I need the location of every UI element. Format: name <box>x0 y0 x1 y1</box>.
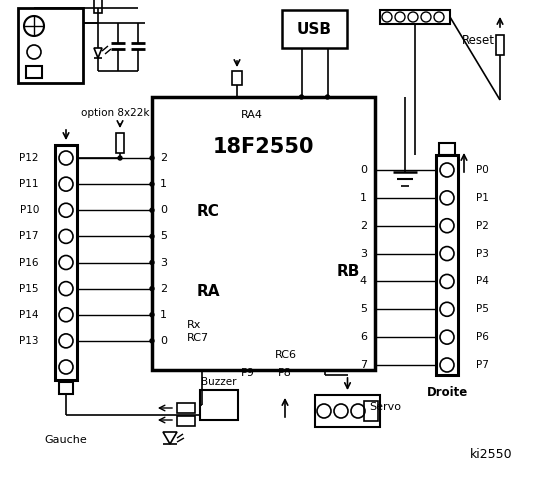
Text: Gauche: Gauche <box>45 435 87 445</box>
Text: 2: 2 <box>360 221 367 231</box>
Text: P12: P12 <box>19 153 39 163</box>
Text: 0: 0 <box>160 205 167 215</box>
Bar <box>177 416 195 426</box>
Text: 0: 0 <box>360 165 367 175</box>
Text: RC7: RC7 <box>187 333 209 343</box>
Text: P15: P15 <box>19 284 39 294</box>
Text: P10: P10 <box>19 205 39 215</box>
Circle shape <box>300 95 304 99</box>
Text: 3: 3 <box>360 249 367 259</box>
Text: 5: 5 <box>360 304 367 314</box>
Text: option 8x22k: option 8x22k <box>81 108 149 118</box>
Text: P7: P7 <box>476 360 489 370</box>
Text: 0: 0 <box>160 336 167 346</box>
Text: 2: 2 <box>160 284 167 294</box>
Bar <box>364 401 378 421</box>
Text: P11: P11 <box>19 179 39 189</box>
Text: ki2550: ki2550 <box>470 448 513 461</box>
Text: P5: P5 <box>476 304 489 314</box>
Text: Buzzer: Buzzer <box>201 377 237 387</box>
Text: 6: 6 <box>360 332 367 342</box>
Text: 7: 7 <box>360 360 367 370</box>
Bar <box>94 0 102 13</box>
Text: 4: 4 <box>360 276 367 287</box>
Circle shape <box>118 156 122 160</box>
Text: 2: 2 <box>160 153 167 163</box>
Text: Droite: Droite <box>426 386 468 399</box>
Bar <box>439 143 455 155</box>
Bar <box>152 97 375 370</box>
Text: P4: P4 <box>476 276 489 287</box>
Text: 3: 3 <box>160 257 167 267</box>
Bar <box>116 133 124 153</box>
Text: 5: 5 <box>160 231 167 241</box>
Bar <box>315 395 380 427</box>
Text: Servo: Servo <box>369 402 401 412</box>
Circle shape <box>150 261 154 264</box>
Text: P13: P13 <box>19 336 39 346</box>
Text: RA: RA <box>197 285 221 300</box>
Text: P3: P3 <box>476 249 489 259</box>
Text: Rx: Rx <box>187 320 201 330</box>
Bar <box>59 382 73 394</box>
Bar <box>26 66 42 78</box>
Bar <box>55 145 77 380</box>
Text: USB: USB <box>297 22 332 36</box>
Text: P16: P16 <box>19 257 39 267</box>
Text: 1: 1 <box>160 310 167 320</box>
Bar <box>436 155 458 375</box>
Text: RC6: RC6 <box>275 350 296 360</box>
Text: P9: P9 <box>241 368 255 378</box>
Text: RB: RB <box>337 264 361 279</box>
Bar <box>200 390 238 420</box>
Text: Reset: Reset <box>462 34 495 47</box>
Text: P6: P6 <box>476 332 489 342</box>
Text: P2: P2 <box>476 221 489 231</box>
Text: 1: 1 <box>160 179 167 189</box>
Bar <box>177 403 195 413</box>
Circle shape <box>150 339 154 343</box>
Text: P17: P17 <box>19 231 39 241</box>
Bar <box>282 10 347 48</box>
Circle shape <box>150 287 154 290</box>
Circle shape <box>150 208 154 212</box>
Text: 18F2550: 18F2550 <box>213 137 314 157</box>
Text: RA4: RA4 <box>241 110 263 120</box>
Bar <box>18 8 83 83</box>
Text: P8: P8 <box>278 368 292 378</box>
Text: 1: 1 <box>360 193 367 203</box>
Text: P14: P14 <box>19 310 39 320</box>
Circle shape <box>150 234 154 239</box>
Text: P0: P0 <box>476 165 489 175</box>
Circle shape <box>150 156 154 160</box>
Bar <box>232 71 242 85</box>
Circle shape <box>150 313 154 317</box>
Bar <box>380 10 450 24</box>
Text: P1: P1 <box>476 193 489 203</box>
Circle shape <box>326 95 330 99</box>
Bar <box>496 35 504 55</box>
Text: RC: RC <box>197 204 220 219</box>
Circle shape <box>150 182 154 186</box>
